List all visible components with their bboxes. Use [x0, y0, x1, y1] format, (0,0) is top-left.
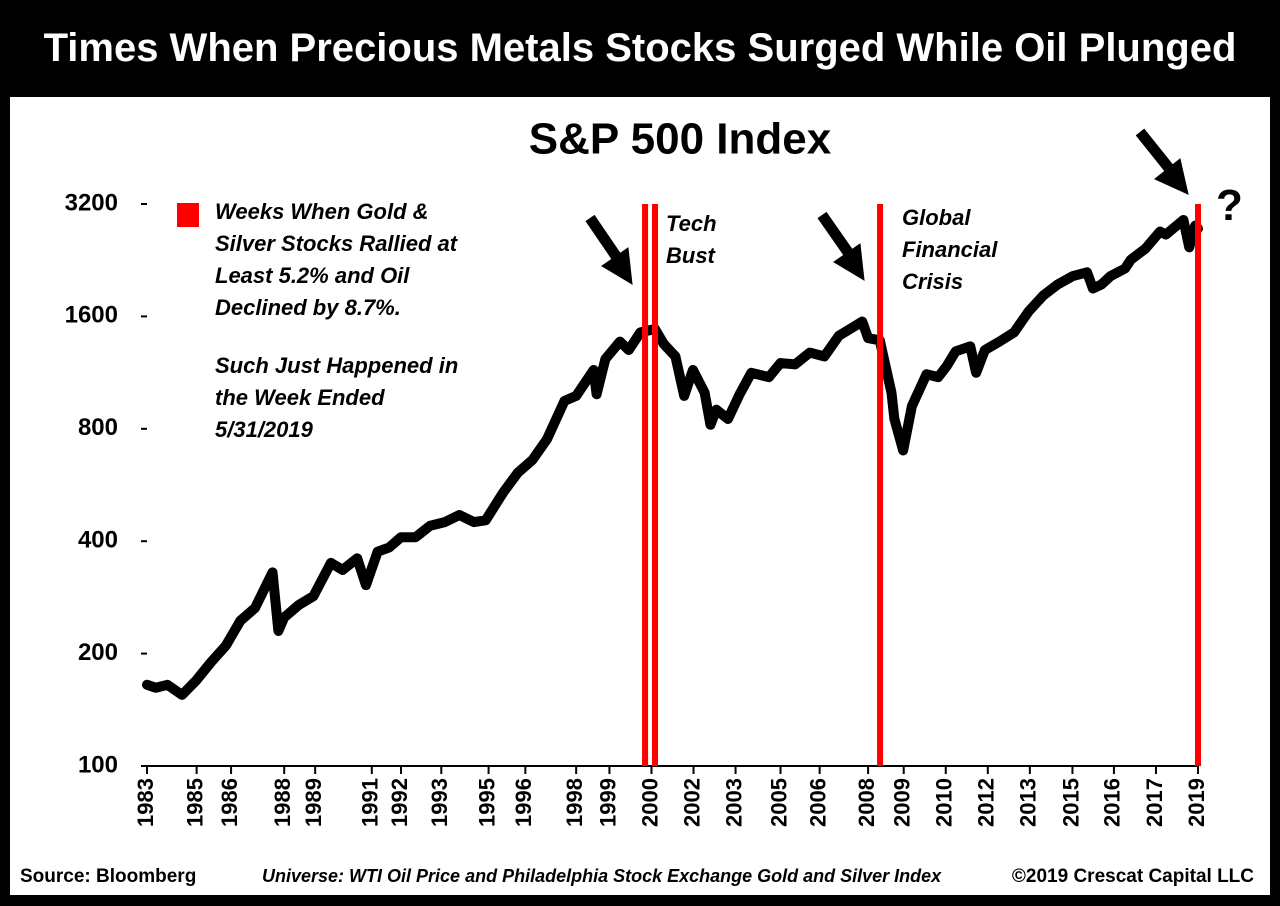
chart-title: S&P 500 Index: [529, 115, 832, 164]
x-tick-label: 2019: [1184, 778, 1209, 827]
x-tick-label: 2002: [679, 778, 704, 827]
x-tick-label: 2008: [854, 778, 879, 827]
x-tick-label: 1991: [358, 778, 383, 827]
x-tick-label: 1988: [270, 778, 295, 827]
x-tick-label: 1998: [562, 778, 587, 827]
y-tick-label: 400: [78, 527, 118, 554]
x-tick-label: 2015: [1058, 778, 1083, 827]
annotation: ?: [1216, 181, 1243, 230]
arrows: [585, 128, 1189, 285]
arrow: [817, 211, 857, 262]
annotation: Tech Bust: [666, 211, 717, 268]
y-tick-label: 100: [78, 751, 118, 778]
x-tick-label: 2013: [1016, 778, 1041, 827]
x-tick-label: 1992: [387, 778, 412, 827]
legend-label: Weeks When Gold & Silver Stocks Rallied …: [215, 199, 458, 320]
x-tick-label: 1995: [474, 778, 499, 827]
x-tick-label: 2003: [721, 778, 746, 827]
annotation: Global Financial Crisis: [902, 205, 998, 294]
x-tick-label: 2016: [1100, 778, 1125, 827]
x-tick-label: 1999: [595, 778, 620, 827]
annotation: Such Just Happened in the Week Ended 5/3…: [215, 353, 459, 442]
y-tick-label: 200: [78, 639, 118, 666]
x-tick-label: 2005: [766, 778, 791, 827]
x-tick-label: 2012: [974, 778, 999, 827]
x-tick-label: 2010: [932, 778, 957, 827]
x-tick-label: 1993: [427, 778, 452, 827]
header-title: Times When Precious Metals Stocks Surged…: [43, 26, 1237, 70]
x-tick-label: 1986: [217, 778, 242, 827]
arrow: [1135, 128, 1177, 176]
line-series: [142, 214, 1203, 700]
panel: [10, 97, 1270, 895]
x-tick-label: 2000: [637, 778, 662, 827]
x-tick-label: 1989: [301, 778, 326, 827]
legend-swatch: [177, 203, 199, 227]
y-tick-label: 3200: [65, 189, 118, 216]
x-tick-label: 2017: [1142, 778, 1167, 827]
x-tick-label: 2006: [805, 778, 830, 827]
x-tick-label: 1996: [511, 778, 536, 827]
arrow-head: [1154, 158, 1189, 195]
arrow-head: [601, 247, 633, 285]
source: Source: Bloomberg: [20, 866, 197, 887]
x-tick-label: 2009: [890, 778, 915, 827]
x-tick-label: 1985: [182, 778, 207, 827]
copyright: ©2019 Crescat Capital LLC: [1011, 866, 1254, 887]
universe: Universe: WTI Oil Price and Philadelphia…: [262, 866, 942, 886]
arrow-head: [833, 243, 865, 281]
arrow: [585, 214, 625, 266]
y-tick-label: 1600: [65, 302, 118, 329]
x-tick-label: 1983: [133, 778, 158, 827]
y-tick-label: 800: [78, 414, 118, 441]
